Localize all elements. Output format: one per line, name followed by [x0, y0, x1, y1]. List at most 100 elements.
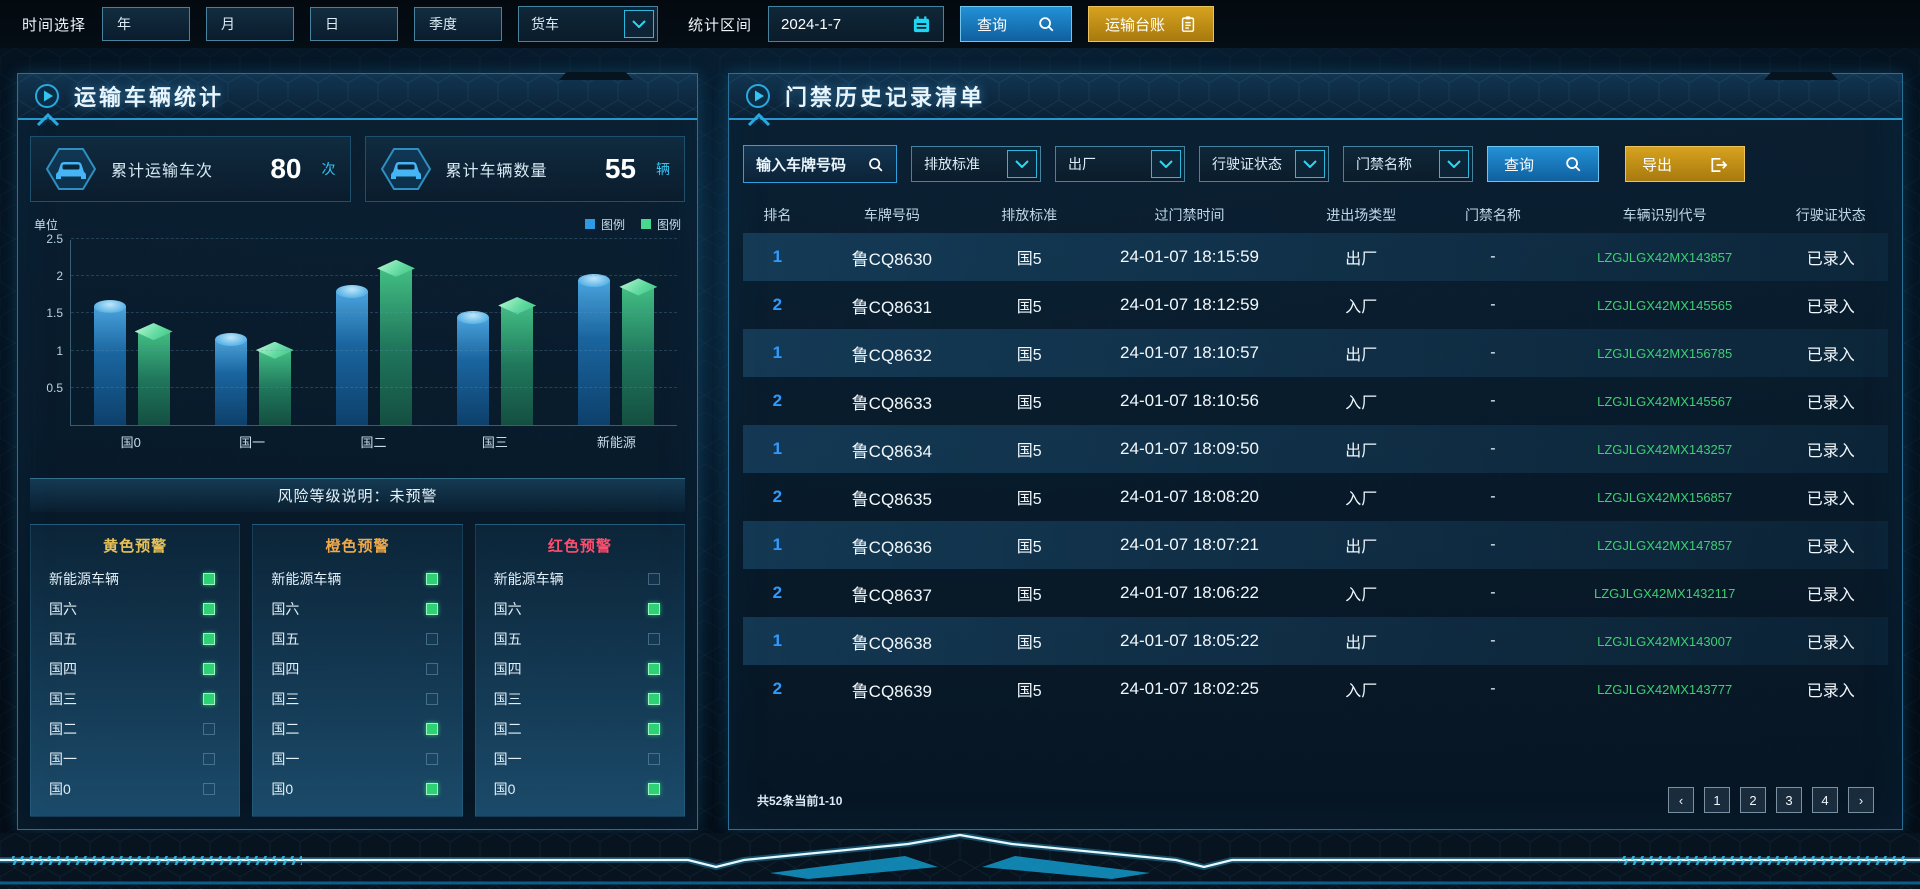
bar-group-国0 [71, 240, 192, 425]
filter-dropdown-2[interactable]: 出厂 [1055, 146, 1185, 182]
warning-column: 橙色预警 新能源车辆 国六 国五 国四 国三 国二 国一 国0 [252, 524, 463, 817]
vin-cell: LZGJLGX42MX143257 [1597, 441, 1733, 457]
status-checkbox [647, 603, 660, 615]
prev-page-button[interactable]: ‹ [1668, 787, 1694, 813]
warning-item-label: 国五 [493, 631, 522, 647]
warning-item: 国0 [476, 774, 684, 804]
time-button-1[interactable]: 年 [102, 7, 191, 41]
standard-cell: 国5 [1016, 299, 1042, 316]
table-row[interactable]: 1 鲁CQ8632 国5 24-01-07 18:10:57 出厂 - LZGJ… [743, 329, 1888, 377]
standard-cell: 国5 [1016, 443, 1042, 460]
gate-cell: - [1490, 680, 1496, 697]
page-button-1[interactable]: 1 [1704, 787, 1730, 813]
status-checkbox [647, 573, 660, 585]
date-range-input[interactable]: 2024-1-7 [768, 6, 945, 42]
license-cell: 已录入 [1806, 635, 1855, 652]
table-row[interactable]: 2 鲁CQ8633 国5 24-01-07 18:10:56 入厂 - LZGJ… [743, 377, 1888, 425]
table-row[interactable]: 1 鲁CQ8634 国5 24-01-07 18:09:50 出厂 - LZGJ… [743, 425, 1888, 473]
page-button-2[interactable]: 2 [1740, 787, 1766, 813]
bar-groups [71, 240, 677, 425]
bar-group-国二 [313, 240, 434, 425]
warning-item: 国四 [476, 654, 684, 684]
table-row[interactable]: 2 鲁CQ8635 国5 24-01-07 18:08:20 入厂 - LZGJ… [743, 473, 1888, 521]
export-button[interactable]: 导出 [1625, 146, 1745, 182]
table-row[interactable]: 2 鲁CQ8639 国5 24-01-07 18:02:25 入厂 - LZGJ… [743, 665, 1888, 713]
time-button-2[interactable]: 月 [206, 7, 295, 41]
warning-column: 红色预警 新能源车辆 国六 国五 国四 国三 国二 国一 国0 [474, 524, 685, 817]
time-button-3[interactable]: 日 [310, 7, 399, 41]
warning-item: 新能源车辆 [476, 564, 684, 594]
access-history-panel: 门禁历史记录清单 输入车牌号码 排放标准 出厂 行驶证状态 [728, 72, 1903, 830]
warning-item-label: 国一 [49, 751, 77, 767]
gate-cell: - [1490, 344, 1496, 361]
legend-label: 图例 [656, 217, 681, 232]
table-row[interactable]: 1 鲁CQ8638 国5 24-01-07 18:05:22 出厂 - LZGJ… [743, 617, 1888, 665]
page-button-4[interactable]: 4 [1812, 787, 1838, 813]
table-query-button[interactable]: 查询 [1487, 146, 1599, 182]
legend-item: 图例 [584, 216, 625, 233]
status-checkbox [647, 723, 660, 735]
x-axis-labels: 国0 国一 国二 国三 新能源 [70, 432, 677, 451]
license-cell: 已录入 [1806, 587, 1855, 604]
table-row[interactable]: 2 鲁CQ8637 国5 24-01-07 18:06:22 入厂 - LZGJ… [743, 569, 1888, 617]
filter-row: 输入车牌号码 排放标准 出厂 行驶证状态 门禁名称 查询 [743, 145, 1888, 183]
time-button-4[interactable]: 季度 [414, 7, 503, 41]
legend-label: 图例 [600, 217, 625, 232]
chevron-down-icon [624, 10, 655, 38]
y-tick-label: 2.5 [46, 232, 63, 246]
plate-cell: 鲁CQ8635 [851, 489, 932, 509]
filter-dropdown-4[interactable]: 门禁名称 [1343, 146, 1473, 182]
table-row[interactable]: 1 鲁CQ8636 国5 24-01-07 18:07:21 出厂 - LZGJ… [743, 521, 1888, 569]
table-header-cell: 行驶证状态 [1795, 207, 1866, 223]
filter-dropdown-3[interactable]: 行驶证状态 [1199, 146, 1329, 182]
time-cell: 24-01-07 18:06:22 [1120, 583, 1259, 602]
standard-cell: 国5 [1016, 491, 1042, 508]
y-axis-unit-label: 单位 [34, 217, 59, 232]
status-checkbox [203, 663, 216, 675]
record-count-summary: 共52条当前1-10 [757, 793, 843, 808]
warning-item-label: 国三 [493, 691, 522, 707]
status-checkbox [647, 693, 660, 705]
type-cell: 入厂 [1345, 683, 1378, 700]
chart-legend: 图例 图例 [584, 216, 681, 233]
chevron-down-icon [1151, 150, 1181, 178]
warning-item: 国一 [476, 744, 684, 774]
table-row[interactable]: 2 鲁CQ8631 国5 24-01-07 18:12:59 入厂 - LZGJ… [743, 281, 1888, 329]
search-icon [1037, 15, 1055, 33]
calendar-icon[interactable] [912, 15, 931, 34]
next-page-button[interactable]: › [1848, 787, 1874, 813]
warning-item-label: 国一 [493, 751, 522, 767]
status-checkbox [203, 573, 216, 585]
warning-items: 新能源车辆 国六 国五 国四 国三 国二 国一 国0 [253, 564, 461, 804]
plate-number-input[interactable]: 输入车牌号码 [743, 145, 897, 183]
status-checkbox [203, 693, 216, 705]
page-button-3[interactable]: 3 [1776, 787, 1802, 813]
stat-label: 累计运输车次 [111, 163, 214, 180]
export-label: 导出 [1642, 156, 1673, 174]
warning-item: 国四 [31, 654, 239, 684]
left-panel-title: 运输车辆统计 [74, 85, 225, 110]
plate-cell: 鲁CQ8637 [851, 585, 932, 605]
warning-item: 国一 [253, 744, 461, 774]
gate-cell: - [1490, 584, 1496, 601]
stat-label: 累计车辆数量 [445, 163, 548, 180]
warning-item: 国五 [31, 624, 239, 654]
vehicle-type-select[interactable]: 货车 [518, 6, 659, 42]
plate-cell: 鲁CQ8630 [851, 249, 932, 269]
stat-unit: 次 [321, 161, 336, 177]
bottom-decoration-band [0, 833, 1920, 889]
plate-cell: 鲁CQ8639 [851, 681, 932, 701]
filter-dropdown-1[interactable]: 排放标准 [911, 146, 1041, 182]
bar-国0-series2 [134, 323, 173, 425]
stat-cards-row: 累计运输车次 80 次 累计车辆数量 55 辆 [30, 136, 685, 202]
warning-item: 国二 [476, 714, 684, 744]
warning-item-label: 国一 [271, 751, 300, 767]
transport-ledger-button[interactable]: 运输台账 [1088, 6, 1215, 42]
table-row[interactable]: 1 鲁CQ8630 国5 24-01-07 18:15:59 出厂 - LZGJ… [743, 233, 1888, 281]
legend-swatch [640, 219, 651, 229]
query-button[interactable]: 查询 [960, 6, 1073, 42]
gate-cell: - [1490, 296, 1496, 313]
table-header-cell: 门禁名称 [1464, 207, 1521, 223]
gridline: 2.5 [46, 232, 677, 246]
rank-cell: 2 [772, 679, 783, 698]
